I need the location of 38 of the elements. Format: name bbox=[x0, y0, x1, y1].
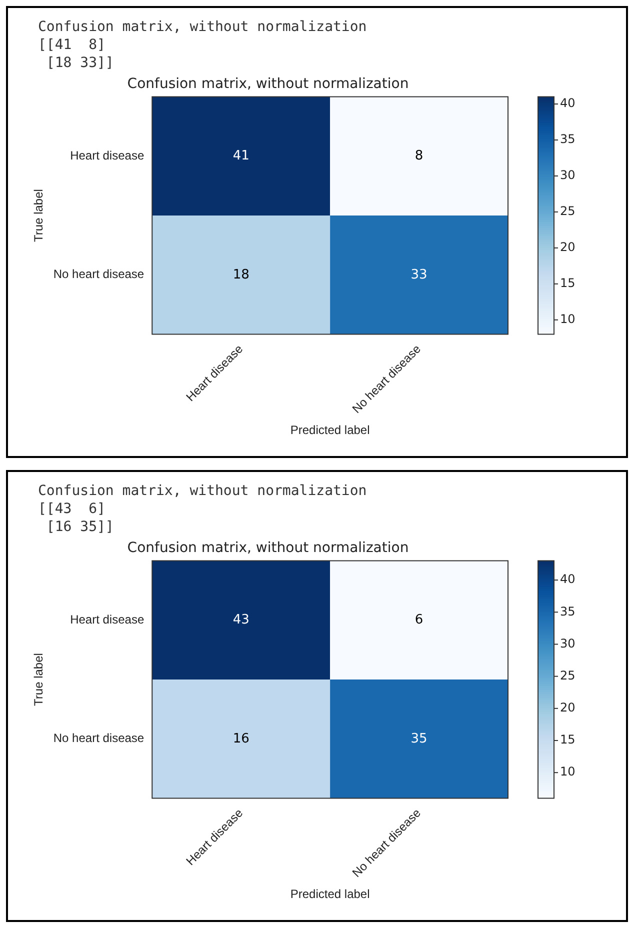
data-label: 41 bbox=[232, 148, 250, 164]
color-bar-label: 10 bbox=[560, 764, 576, 779]
data-label: 16 bbox=[232, 731, 250, 746]
y-tick-label: No heart disease bbox=[53, 267, 144, 282]
y-axis-title: True label bbox=[32, 653, 46, 706]
color-bar-label: 40 bbox=[560, 572, 576, 586]
y-axis-title: True label bbox=[32, 189, 46, 242]
x-axis-title: Predicted label bbox=[290, 887, 370, 902]
color-bar-label: 35 bbox=[560, 132, 576, 146]
text: [[41 8] bbox=[38, 37, 106, 53]
color-bar-label: 10 bbox=[560, 312, 576, 326]
color-bar-label: 40 bbox=[560, 96, 576, 110]
data-label: 8 bbox=[414, 148, 424, 164]
data-label: 35 bbox=[410, 731, 428, 746]
color-bar-label: 20 bbox=[560, 700, 576, 715]
y-tick-label: No heart disease bbox=[53, 731, 144, 746]
data-label: 33 bbox=[410, 267, 428, 282]
x-axis-title: Predicted label bbox=[290, 423, 370, 438]
chart-title: Confusion matrix, without normalization bbox=[127, 76, 409, 92]
color-bar-label: 25 bbox=[560, 668, 576, 682]
color-bar-label: 35 bbox=[560, 604, 576, 618]
text: [18 33]] bbox=[46, 55, 114, 71]
color-bar-label: 25 bbox=[560, 204, 576, 218]
color-bar-label: 20 bbox=[560, 240, 576, 254]
text: [16 35]] bbox=[46, 519, 114, 535]
color-bar-label: 15 bbox=[560, 276, 576, 290]
data-label: 6 bbox=[414, 612, 424, 628]
color-bar-label: 30 bbox=[560, 636, 576, 650]
text: Confusion matrix, without normalization bbox=[38, 483, 367, 499]
chart-title: Confusion matrix, without normalization bbox=[127, 540, 409, 556]
text: Confusion matrix, without normalization bbox=[38, 19, 367, 35]
text: [[43 6] bbox=[38, 501, 106, 517]
data-label: 43 bbox=[232, 612, 250, 628]
color-bar-label: 15 bbox=[560, 732, 576, 747]
y-tick-label: Heart disease bbox=[70, 612, 144, 626]
data-label: 18 bbox=[232, 267, 250, 282]
y-tick-label: Heart disease bbox=[70, 148, 144, 162]
color-bar-label: 30 bbox=[560, 168, 576, 182]
